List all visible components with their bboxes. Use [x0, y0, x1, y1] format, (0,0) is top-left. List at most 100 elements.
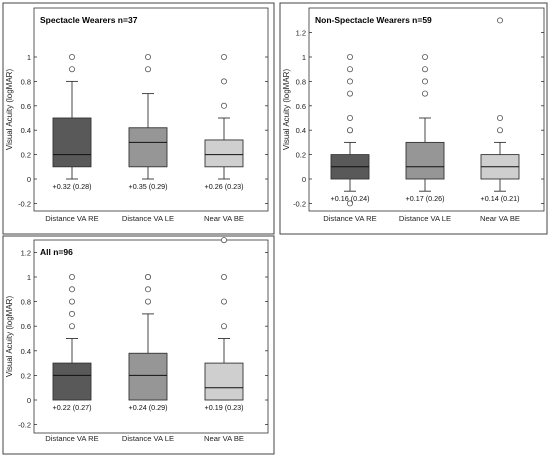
- outlier-point: [69, 310, 76, 317]
- box-body: [204, 139, 244, 168]
- y-tick-label: -0.2: [18, 421, 31, 430]
- y-tick-label: 0.4: [21, 126, 31, 135]
- y-tick-label: 0.4: [296, 126, 306, 135]
- outlier-point: [220, 298, 227, 305]
- box-annotation: +0.16 (0.24): [331, 194, 370, 203]
- chart-panel-2: Non-Spectacle Wearers n=59 Visual Acuity …: [279, 2, 548, 235]
- outlier-point: [144, 286, 151, 293]
- x-category-label: Near VA BE: [204, 214, 244, 223]
- box-annotation: +0.22 (0.27): [53, 403, 92, 412]
- outlier-point: [220, 54, 227, 61]
- y-tick-label: 0: [27, 175, 31, 184]
- y-tick-label: 0.2: [21, 151, 31, 160]
- y-tick-label: 0.6: [21, 102, 31, 111]
- box-annotation: +0.14 (0.21): [481, 194, 520, 203]
- chart-panel-3: All n=96 Visual Acuity (logMAR) 1.2 1 0.8 0.6…: [2, 235, 275, 455]
- box-body: [52, 362, 92, 401]
- chart-panel-1: Spectacle Wearers n=37 Visual Acuity (log…: [2, 2, 275, 235]
- outlier-point: [346, 127, 353, 134]
- box-body: [128, 352, 168, 401]
- y-axis-label: Visual Acuity (logMAR): [282, 69, 291, 151]
- outlier-point: [346, 54, 353, 61]
- box-1: +0.16 (0.24) Distance VA RE: [323, 54, 377, 223]
- outlier-point: [144, 54, 151, 61]
- box-body: [128, 127, 168, 168]
- y-tick-label: 0.8: [21, 298, 31, 307]
- outlier-point: [496, 127, 503, 134]
- y-tick-label: 0.6: [21, 322, 31, 331]
- chart-title: Non-Spectacle Wearers n=59: [315, 15, 432, 25]
- y-axis-label: Visual Acuity (logMAR): [5, 296, 14, 378]
- box-1: +0.22 (0.27) Distance VA RE: [45, 273, 99, 443]
- y-tick-label: -0.2: [18, 199, 31, 208]
- outlier-point: [220, 237, 227, 244]
- box-body: [52, 117, 92, 168]
- outlier-point: [69, 323, 76, 330]
- outlier-point: [220, 273, 227, 280]
- y-tick-label: 0: [27, 396, 31, 405]
- plot-area: [33, 7, 269, 212]
- chart-title: Spectacle Wearers n=37: [40, 15, 138, 25]
- chart-title: All n=96: [40, 247, 73, 257]
- y-tick-label: 0.6: [296, 102, 306, 111]
- outlier-point: [346, 115, 353, 122]
- x-category-label: Distance VA LE: [122, 434, 174, 443]
- outlier-point: [421, 78, 428, 85]
- outlier-point: [220, 102, 227, 109]
- panel-frame: [2, 2, 275, 235]
- outlier-point: [421, 54, 428, 61]
- y-tick-label: 0.2: [296, 151, 306, 160]
- y-tick-label: 0: [302, 175, 306, 184]
- box-annotation: +0.26 (0.23): [205, 182, 244, 191]
- x-category-label: Distance VA RE: [323, 214, 376, 223]
- x-category-label: Near VA BE: [204, 434, 244, 443]
- box-3: +0.19 (0.23) Near VA BE: [204, 237, 244, 443]
- y-tick-label: -0.2: [293, 199, 306, 208]
- plot-area: [308, 7, 545, 212]
- box-2: +0.35 (0.29) Distance VA LE: [122, 54, 174, 223]
- y-tick-label: 1: [27, 53, 31, 62]
- box-3: +0.26 (0.23) Near VA BE: [204, 54, 244, 223]
- x-category-label: Distance VA RE: [45, 214, 98, 223]
- box-annotation: +0.32 (0.28): [53, 182, 92, 191]
- outlier-point: [346, 78, 353, 85]
- x-category-label: Distance VA RE: [45, 434, 98, 443]
- y-tick-label: 0.4: [21, 347, 31, 356]
- outlier-point: [346, 90, 353, 97]
- x-category-label: Distance VA LE: [399, 214, 451, 223]
- outlier-point: [421, 66, 428, 73]
- outlier-point: [69, 298, 76, 305]
- x-category-label: Distance VA LE: [122, 214, 174, 223]
- panel-frame: [2, 235, 275, 455]
- outlier-point: [220, 78, 227, 85]
- outlier-point: [346, 66, 353, 73]
- box-annotation: +0.35 (0.29): [129, 182, 168, 191]
- outlier-point: [69, 273, 76, 280]
- outlier-point: [346, 200, 353, 207]
- outlier-point: [421, 90, 428, 97]
- y-tick-label: 1.2: [21, 248, 31, 257]
- y-tick-label: 1: [302, 53, 306, 62]
- box-body: [204, 362, 244, 401]
- outlier-point: [69, 66, 76, 73]
- y-tick-label: 0.8: [296, 77, 306, 86]
- box-annotation: +0.19 (0.23): [205, 403, 244, 412]
- y-tick-label: 1: [27, 273, 31, 282]
- box-1: +0.32 (0.28) Distance VA RE: [45, 54, 99, 223]
- outlier-point: [144, 273, 151, 280]
- outlier-point: [496, 115, 503, 122]
- outlier-point: [220, 323, 227, 330]
- y-axis-label: Visual Acuity (logMAR): [5, 69, 14, 151]
- box-body: [405, 141, 445, 180]
- box-3: +0.14 (0.21) Near VA BE: [480, 17, 520, 223]
- box-annotation: +0.24 (0.29): [129, 403, 168, 412]
- outlier-point: [144, 298, 151, 305]
- y-tick-label: 1.2: [296, 29, 306, 38]
- box-2: +0.24 (0.29) Distance VA LE: [122, 273, 174, 443]
- outlier-point: [69, 54, 76, 61]
- outlier-point: [144, 66, 151, 73]
- x-category-label: Near VA BE: [480, 214, 520, 223]
- box-2: +0.17 (0.26) Distance VA LE: [399, 54, 451, 223]
